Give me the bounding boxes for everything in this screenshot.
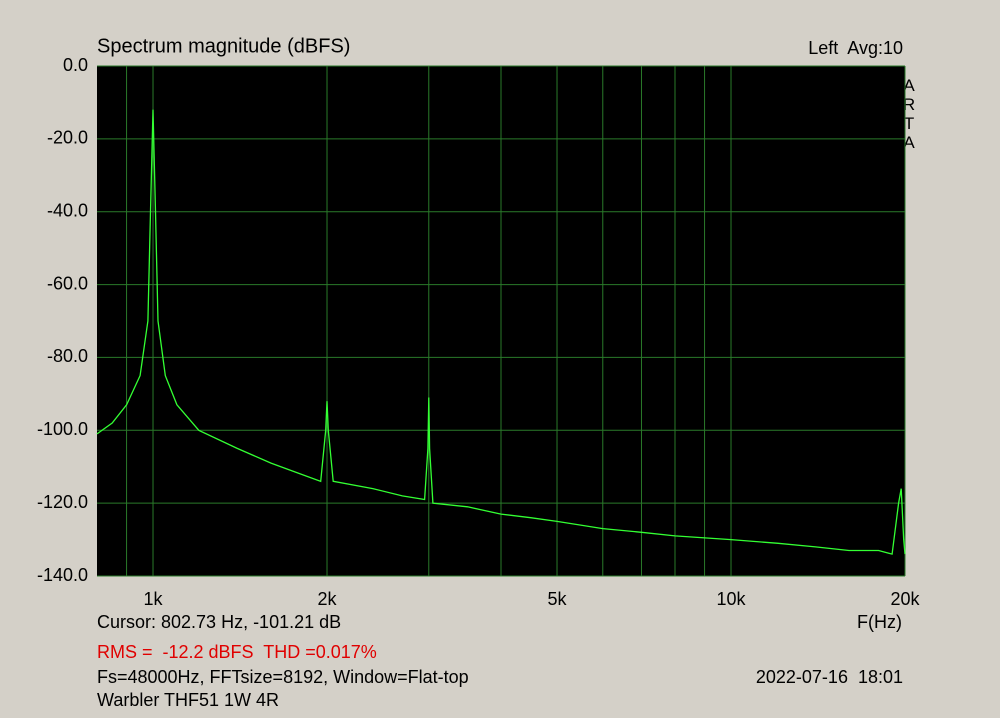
y-tick-label: -20.0 [47,128,88,148]
y-tick-label: -120.0 [37,492,88,512]
timestamp: 2022-07-16 18:01 [756,667,903,687]
y-tick-label: -60.0 [47,273,88,293]
spectrum-line [96,109,906,555]
y-tick-label: -80.0 [47,346,88,366]
y-tick-label: -100.0 [37,419,88,439]
cursor-info: Cursor: 802.73 Hz, -101.21 dB [97,612,341,632]
measurement: RMS = -12.2 dBFS THD =0.017% [97,642,377,662]
y-tick-label: -40.0 [47,200,88,220]
x-tick-label: 2k [317,589,337,609]
plot [96,109,906,555]
channel-info: Left Avg:10 [808,38,903,58]
x-tick-label: 20k [890,589,920,609]
y-tick-label: -140.0 [37,565,88,585]
settings-info: Fs=48000Hz, FFTsize=8192, Window=Flat-to… [97,667,469,687]
chart-title: Spectrum magnitude (dBFS) [97,35,350,57]
brand: ARTA [900,76,919,152]
x-tick-label: 5k [548,589,568,609]
x-axis-label: F(Hz) [857,612,902,632]
x-tick-label: 1k [144,589,164,609]
grid [97,65,906,577]
y-tick-label: 0.0 [63,55,88,75]
device: Warbler THF51 1W 4R [97,690,279,710]
x-tick-label: 10k [716,589,746,609]
